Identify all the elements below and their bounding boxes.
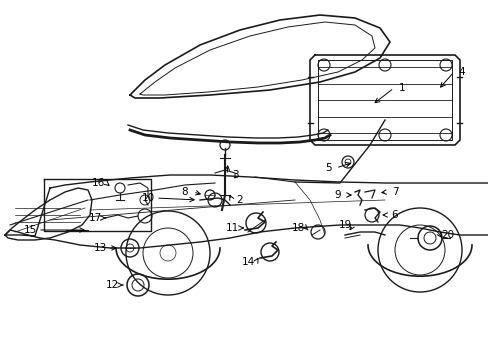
Text: 14: 14 (241, 257, 254, 267)
Text: 19: 19 (338, 220, 351, 230)
Text: 7: 7 (391, 187, 398, 197)
Text: 11: 11 (225, 223, 238, 233)
Text: 5: 5 (324, 163, 331, 173)
Text: 3: 3 (231, 170, 238, 180)
Text: 17: 17 (88, 213, 102, 223)
Text: 2: 2 (236, 195, 243, 205)
Text: 12: 12 (105, 280, 119, 290)
Text: 20: 20 (441, 230, 454, 240)
Text: 8: 8 (182, 187, 188, 197)
Text: 13: 13 (93, 243, 106, 253)
Text: 15: 15 (23, 225, 37, 235)
Text: 9: 9 (334, 190, 341, 200)
Text: 1: 1 (398, 83, 405, 93)
Text: 10: 10 (141, 193, 154, 203)
Text: 16: 16 (91, 178, 104, 188)
Text: 18: 18 (291, 223, 304, 233)
Text: 6: 6 (391, 210, 398, 220)
Text: 4: 4 (458, 67, 465, 77)
